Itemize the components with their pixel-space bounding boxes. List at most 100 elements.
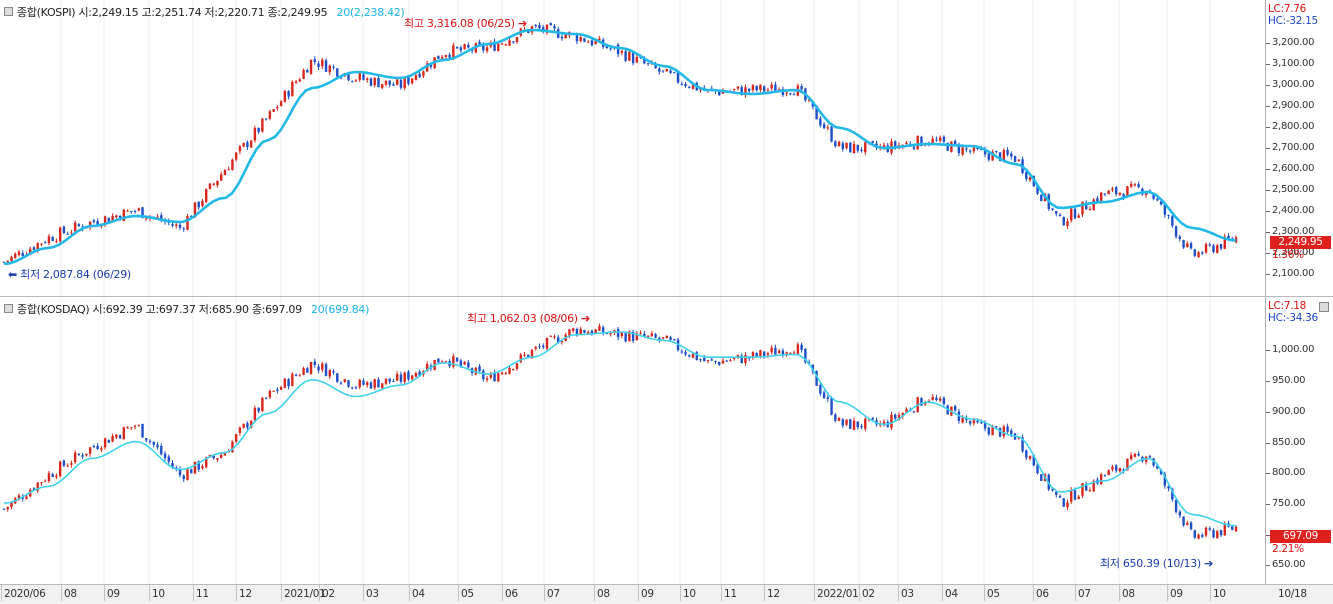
kospi-candle-body [785, 92, 788, 94]
kospi-candle-body [1197, 252, 1200, 258]
kosdaq-candle-body [197, 461, 200, 470]
x-axis-label: 10 [149, 585, 165, 601]
kospi-candle-body [755, 86, 758, 91]
kosdaq-candle-body [650, 333, 654, 336]
kospi-candle-body [1070, 208, 1073, 221]
kospi-candle-body [968, 150, 972, 152]
kosdaq-candle-body [1234, 526, 1238, 532]
kospi-candle-body [849, 142, 852, 153]
kospi-plot-area[interactable]: 종합(KOSPI) 시:2,249.15 고:2,251.74 저:2,220.… [0, 0, 1266, 296]
kospi-candle-body [680, 83, 683, 85]
kospi-candle-body [942, 136, 946, 142]
kospi-candle-body [961, 147, 964, 155]
kosdaq-candle-body [901, 412, 904, 417]
kosdaq-candle-body [25, 496, 28, 499]
kosdaq-candle-body [500, 372, 504, 375]
kospi-candle-body [403, 77, 406, 89]
kosdaq-candle-body [751, 352, 755, 358]
kospi-candle-body [586, 41, 590, 43]
kospi-candle-body [669, 70, 672, 73]
kosdaq-candle-body [467, 362, 470, 368]
kosdaq-candle-body [841, 419, 845, 426]
kosdaq-candle-body [1197, 534, 1200, 539]
x-axis-label: 2020/06 [1, 585, 46, 601]
kosdaq-candle-body [328, 370, 331, 377]
kosdaq-candle-body [399, 374, 403, 382]
kospi-candle-body [1013, 156, 1017, 162]
collapse-icon[interactable] [4, 7, 13, 16]
kospi-candle-body [455, 46, 459, 49]
kosdaq-candle-body [1062, 498, 1065, 507]
kospi-price-scale[interactable]: LC:7.76 HC:-32.15 3,200.00 3,100.00 3,000.… [1265, 0, 1333, 296]
kospi-candle-body [1099, 192, 1103, 203]
kospi-candle-body [953, 141, 957, 144]
kospi-candle-body [294, 81, 298, 83]
kosdaq-candle-body [482, 370, 485, 380]
kospi-candle-body [643, 58, 646, 64]
kosdaq-candle-body [792, 352, 796, 354]
kospi-candle-body [512, 41, 515, 43]
kospi-candle-body [395, 79, 399, 85]
kospi-candle-body [841, 143, 845, 150]
kospi-candle-body [2, 261, 6, 263]
kosdaq-chart-panel: 종합(KOSDAQ) 시:692.39 고:697.37 저:685.90 종:… [0, 297, 1333, 585]
kosdaq-candle-body [942, 397, 946, 405]
kospi-candle-body [347, 74, 350, 81]
kospi-candle-body [1122, 194, 1125, 198]
x-axis-label: 03 [363, 585, 379, 601]
kosdaq-candle-body [583, 330, 586, 333]
kosdaq-candle-body [283, 378, 287, 388]
kospi-candle-body [66, 233, 69, 235]
kospi-candle-body [354, 80, 358, 82]
kosdaq-candle-body [1006, 426, 1009, 432]
kospi-candle-body [1036, 185, 1039, 194]
kospi-candle-body [1212, 245, 1215, 253]
kosdaq-candle-body [238, 427, 242, 433]
kospi-candle-body [590, 40, 594, 46]
kospi-candle-body [721, 91, 725, 94]
kospi-candle-body [605, 45, 609, 49]
kosdaq-candle-body [830, 398, 833, 415]
kosdaq-plot-area[interactable]: 종합(KOSDAQ) 시:692.39 고:697.37 저:685.90 종:… [0, 297, 1266, 584]
kospi-ma-value: 20(2,238.42) [336, 6, 405, 19]
kospi-candle-body [1182, 240, 1185, 248]
kospi-candle-body [399, 79, 403, 88]
x-axis-label: 07 [1075, 585, 1091, 601]
kospi-candle-body [317, 63, 320, 67]
kosdaq-candle-body [860, 426, 863, 428]
kosdaq-price-scale[interactable]: LC:7.18 HC:-34.36 1,000.00 950.00 900.00 85… [1265, 297, 1333, 584]
kosdaq-candle-body [70, 463, 73, 465]
kospi-candle-body [96, 221, 99, 226]
time-axis[interactable]: 2020/06 08 09 10 11 12 2021/01 02 03 04 05 06 07 08 09… [0, 584, 1333, 604]
kospi-candle-body [789, 93, 792, 95]
kosdaq-candle-body [339, 382, 343, 384]
kosdaq-candle-body [635, 333, 639, 341]
collapse-icon[interactable] [4, 304, 13, 313]
x-axis-label: 03 [898, 585, 914, 601]
kosdaq-candle-body [1103, 474, 1107, 476]
kosdaq-candle-body [437, 358, 440, 363]
kospi-candle-body [392, 84, 395, 86]
kospi-candle-body [212, 183, 215, 185]
kospi-candle-body [246, 142, 249, 148]
kospi-candle-body [774, 84, 777, 93]
kospi-candle-body [1227, 235, 1230, 239]
kosdaq-candle-body [493, 372, 496, 382]
kosdaq-candle-body [654, 334, 657, 338]
panel-menu-icon[interactable] [1319, 302, 1329, 312]
kosdaq-candle-body [1171, 488, 1174, 500]
kospi-candle-body [366, 78, 369, 81]
kosdaq-candle-body [826, 397, 830, 399]
kospi-candle-body [328, 65, 331, 73]
kospi-candle-body [70, 232, 73, 234]
kospi-candle-body [1077, 215, 1080, 218]
x-axis-label: 12 [764, 585, 780, 601]
kosdaq-candle-body [729, 360, 732, 362]
x-axis-label: 04 [409, 585, 425, 601]
kosdaq-hc: HC:-34.36 [1268, 312, 1318, 324]
kospi-candle-body [1208, 244, 1211, 246]
kospi-candle-body [1096, 198, 1099, 203]
kosdaq-candle-body [542, 345, 545, 348]
kosdaq-candle-body [1040, 474, 1043, 481]
kospi-candle-body [287, 91, 290, 97]
